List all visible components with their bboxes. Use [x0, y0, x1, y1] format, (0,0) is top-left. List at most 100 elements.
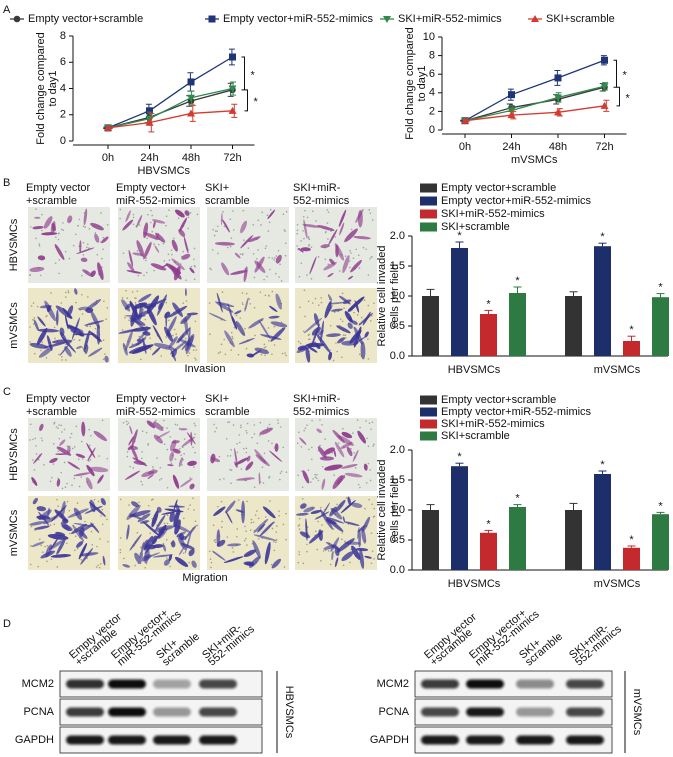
cell: [173, 508, 180, 528]
pore: [324, 438, 326, 440]
pore: [123, 557, 125, 560]
pore: [163, 443, 166, 446]
pore: [63, 428, 66, 431]
bar: [565, 296, 582, 356]
cell: [56, 309, 59, 326]
pore: [193, 278, 196, 281]
cell: [222, 219, 230, 233]
cell: [334, 441, 345, 458]
cell: [66, 215, 73, 224]
cell: [169, 451, 174, 462]
pore: [297, 474, 299, 477]
pore: [95, 566, 98, 568]
pore: [298, 551, 301, 553]
cell: [179, 478, 193, 488]
pore: [343, 307, 345, 309]
pore: [249, 529, 252, 531]
pore: [236, 442, 238, 445]
cell: [169, 511, 175, 523]
pore: [187, 227, 189, 230]
pore: [310, 458, 313, 461]
pore: [145, 271, 148, 274]
pore: [263, 346, 266, 349]
cell: [230, 270, 248, 275]
pore: [244, 327, 246, 330]
y-tick-label: 6: [429, 68, 435, 80]
column-header: Empty vector+: [116, 182, 187, 194]
cell: [184, 525, 197, 540]
pore: [31, 459, 34, 461]
pore: [353, 300, 356, 302]
pore: [29, 341, 31, 343]
pore: [50, 558, 53, 561]
cell: [171, 540, 176, 548]
cell: [94, 233, 100, 243]
pore: [307, 300, 310, 303]
pore: [353, 311, 355, 314]
pore: [359, 426, 361, 429]
pore: [369, 469, 372, 471]
pore: [170, 249, 173, 251]
cell: [79, 527, 85, 537]
pore: [210, 566, 212, 569]
pore: [248, 298, 251, 300]
significance: *: [486, 298, 491, 310]
pore: [194, 433, 196, 435]
y-tick-label: 2.0: [390, 444, 405, 456]
pore: [354, 467, 357, 469]
x-tick-label: 48h: [182, 152, 200, 164]
pore: [126, 451, 129, 453]
cell: [234, 310, 242, 315]
cell: [80, 547, 94, 565]
y-axis-label: Fold change compared: [35, 32, 47, 145]
pore: [371, 314, 373, 317]
cell: [71, 523, 88, 534]
y-axis-label: cells per field: [389, 478, 401, 542]
pore: [261, 466, 264, 469]
pore: [329, 563, 332, 566]
pore: [192, 446, 194, 448]
pore: [66, 542, 68, 545]
cell: [127, 262, 135, 272]
significance: *: [658, 282, 663, 294]
pore: [140, 480, 142, 483]
pore: [35, 208, 37, 210]
pore: [221, 520, 223, 523]
pore: [50, 477, 53, 479]
pore: [96, 545, 98, 548]
pore: [57, 232, 60, 235]
cell: [83, 330, 90, 352]
pore: [136, 290, 139, 292]
pore: [280, 280, 283, 282]
pore: [176, 424, 179, 426]
pore: [301, 497, 304, 500]
cell: [326, 516, 345, 524]
cell: [357, 524, 366, 533]
pore: [274, 257, 276, 259]
pore: [125, 420, 128, 423]
column-header: 552-mimics: [293, 195, 350, 207]
cell: [184, 531, 192, 554]
protein-label: GAPDH: [15, 734, 54, 746]
pore: [232, 210, 234, 212]
cell: [253, 518, 269, 534]
pore: [66, 482, 68, 485]
pore: [145, 335, 147, 337]
legend-marker: [13, 15, 21, 23]
pore: [88, 444, 91, 447]
cell: [129, 425, 133, 435]
pore: [223, 338, 225, 341]
protein-label: PCNA: [378, 706, 409, 718]
significance: *: [629, 534, 634, 546]
legend-marker: [531, 15, 539, 22]
cell: [259, 521, 275, 537]
cell: [89, 330, 102, 342]
pore: [259, 421, 262, 424]
cell: [32, 225, 44, 230]
cell: [134, 552, 142, 564]
bar: [509, 293, 526, 356]
pore: [99, 241, 102, 243]
pore: [254, 334, 256, 337]
pore: [190, 265, 193, 268]
pore: [270, 563, 273, 566]
